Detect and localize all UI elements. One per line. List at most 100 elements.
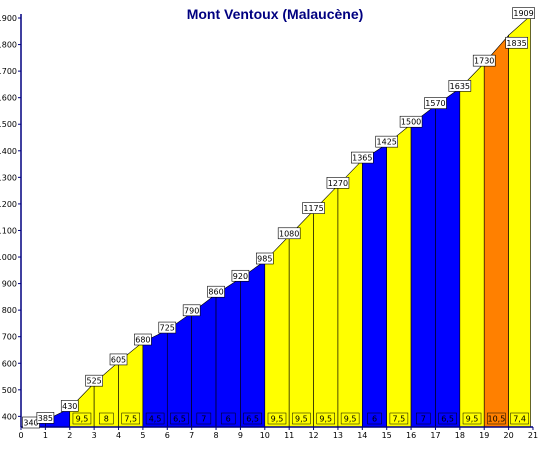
gradient-label: 10,5 (488, 415, 506, 424)
gradient-label: 6,5 (173, 415, 186, 424)
altitude-label-box (207, 285, 225, 298)
gradient-label: 8 (104, 415, 109, 424)
gradient-label-box (170, 412, 189, 425)
altitude-label-box (182, 304, 201, 317)
segment-fills (20, 14, 531, 428)
altitude-label: 1635 (450, 82, 470, 91)
gradient-label-box (243, 412, 262, 425)
y-tick-label: 1100 (0, 226, 17, 235)
altitude-label: 1270 (328, 179, 348, 188)
x-tick-label: 7 (189, 431, 194, 440)
y-tick-label: 1600 (0, 94, 17, 103)
x-tick-label: 13 (333, 431, 343, 440)
x-tick-label: 10 (260, 431, 270, 440)
x-tick-label: 21 (528, 431, 538, 440)
altitude-label-box (351, 151, 374, 164)
y-tick-label: 400 (2, 412, 17, 421)
segment-21 (508, 14, 531, 428)
gradient-label: 9,5 (319, 415, 332, 424)
y-tick-label: 700 (2, 333, 17, 342)
y-tick-label: 800 (2, 306, 17, 315)
altitude-label: 1175 (303, 204, 323, 213)
gradient-label-box (72, 412, 92, 425)
gradient-label-box (462, 412, 482, 425)
gradient-label: 9,5 (295, 415, 308, 424)
altitude-label: 1500 (401, 118, 421, 127)
gradient-label: 6,5 (441, 415, 454, 424)
segment-14 (337, 159, 363, 428)
altitude-label-box (60, 400, 79, 412)
axes: 4005006007008009001000110012001300140015… (0, 14, 538, 440)
gradient-label-box (438, 412, 457, 425)
altitude-label-box (231, 269, 250, 282)
x-tick-label: 0 (18, 431, 23, 440)
altitude-label-box (277, 227, 301, 240)
altitude-label: 1730 (474, 57, 494, 66)
altitude-label: 680 (135, 336, 150, 345)
segment-12 (288, 209, 314, 428)
gradient-label-box (220, 412, 236, 425)
altitude-label: 1080 (279, 229, 299, 238)
altitude-label-box (255, 252, 274, 265)
altitude-label: 790 (184, 306, 199, 315)
segment-11 (264, 235, 290, 428)
segment-18 (435, 87, 461, 428)
altitude-label-box (158, 321, 177, 334)
gradient-label-box (316, 412, 335, 425)
y-tick-label: 1900 (0, 14, 17, 23)
gradient-label: 4,5 (149, 415, 162, 424)
segment-17 (410, 105, 436, 428)
y-tick-label: 1500 (0, 120, 17, 129)
x-tick-label: 11 (284, 431, 294, 440)
segment-9 (215, 277, 241, 428)
y-tick-label: 600 (2, 359, 17, 368)
altitude-label-box (505, 36, 528, 49)
segment-15 (362, 143, 388, 428)
altitude-label: 860 (208, 288, 223, 297)
altitude-label: 385 (38, 414, 53, 423)
gradient-label: 7,5 (124, 415, 137, 424)
x-tick-label: 3 (92, 431, 97, 440)
altitude-label-box (424, 97, 447, 109)
gradient-label: 9,5 (466, 415, 479, 424)
x-tick-label: 17 (430, 431, 440, 440)
gradient-label-box (196, 412, 212, 425)
gradient-label: 7,4 (513, 415, 526, 424)
gradient-label-box (292, 412, 311, 425)
altitude-label: 525 (86, 377, 101, 386)
altitude-label: 340 (23, 419, 38, 428)
gradient-label: 7,5 (393, 415, 406, 424)
altitude-label: 1365 (352, 154, 372, 163)
gradient-labels: 9,5 8 7,5 4,5 6,5 7 6 6,5 9,5 9,5 9,5 9,5 6 7,5 7 6,5 9,… (72, 412, 529, 425)
altitude-label: 920 (233, 272, 248, 281)
gradient-label-box (145, 412, 165, 425)
altitude-label: 985 (257, 255, 272, 264)
segment-10 (240, 260, 266, 428)
y-tick-label: 500 (2, 386, 17, 395)
altitude-label-box (472, 54, 496, 67)
gradient-label: 9,5 (344, 415, 357, 424)
gradient-label-box (510, 412, 529, 425)
altitude-label-box (448, 80, 472, 92)
altitude-label-box (109, 353, 128, 366)
segment-16 (386, 123, 412, 428)
y-tick-label: 1200 (0, 200, 17, 209)
y-tick-label: 1700 (0, 67, 17, 76)
gradient-label: 9,5 (76, 415, 89, 424)
gradient-label: 6,5 (246, 415, 259, 424)
segment-19 (459, 62, 485, 428)
x-tick-label: 5 (140, 431, 145, 440)
x-tick-label: 2 (67, 431, 72, 440)
segment-13 (313, 184, 339, 428)
altitude-label-box (326, 177, 350, 189)
gradient-label-box (99, 412, 114, 425)
altitude-label: 1835 (506, 39, 526, 48)
altitude-label-box (375, 135, 399, 148)
gradient-label-box (267, 412, 287, 425)
altitude-label-box (134, 333, 152, 346)
gradient-label-box (340, 412, 360, 425)
y-tick-label: 1400 (0, 147, 17, 156)
gradient-label-box (367, 412, 382, 425)
altitude-label: 430 (62, 402, 77, 411)
